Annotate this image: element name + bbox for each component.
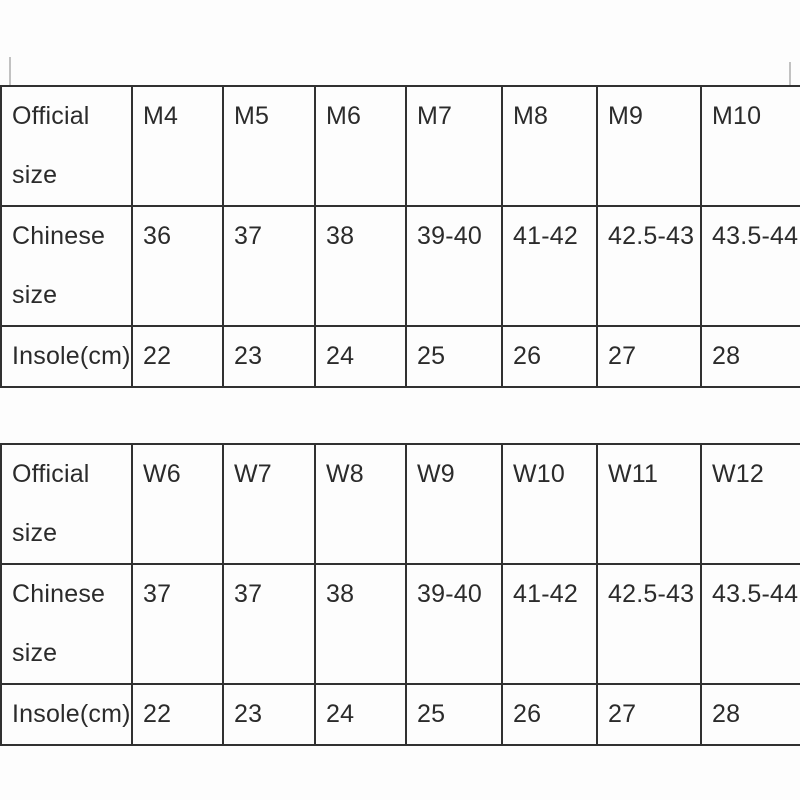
- insole-cell: 25: [405, 683, 503, 746]
- mens-insole-row: Insole(cm) 22 23 24 25 26 27 28: [0, 325, 800, 388]
- official-size-cell: W11: [596, 443, 702, 565]
- official-size-cell: M10: [700, 85, 800, 207]
- official-size-cell: W9: [405, 443, 503, 565]
- mens-chinese-size-row: Chinese size 36 37 38 39-40 41-42 42.5-4…: [0, 205, 800, 327]
- row-label-official-size: Official size: [0, 443, 133, 565]
- crop-artifact-tick-left: [9, 57, 11, 86]
- row-label-insole: Insole(cm): [0, 325, 133, 388]
- row-label-line: size: [12, 639, 58, 667]
- row-label-line: Official: [12, 102, 90, 130]
- chinese-size-cell: 38: [314, 563, 407, 685]
- official-size-cell: W7: [222, 443, 316, 565]
- official-size-cell: M5: [222, 85, 316, 207]
- official-size-cell: M9: [596, 85, 702, 207]
- womens-size-table: Official size W6 W7 W8 W9 W10 W11 W12 Ch…: [0, 443, 800, 746]
- official-size-cell: M8: [501, 85, 598, 207]
- chinese-size-cell: 42.5-43: [596, 205, 702, 327]
- insole-cell: 27: [596, 325, 702, 388]
- insole-cell: 23: [222, 683, 316, 746]
- insole-cell: 28: [700, 325, 800, 388]
- official-size-cell: M4: [131, 85, 224, 207]
- official-size-cell: M6: [314, 85, 407, 207]
- row-label-line: size: [12, 519, 58, 547]
- chinese-size-cell: 39-40: [405, 563, 503, 685]
- insole-cell: 24: [314, 325, 407, 388]
- insole-cell: 27: [596, 683, 702, 746]
- insole-cell: 24: [314, 683, 407, 746]
- chinese-size-cell: 37: [222, 563, 316, 685]
- row-label-line: Chinese: [12, 222, 106, 250]
- official-size-cell: W10: [501, 443, 598, 565]
- official-size-cell: W8: [314, 443, 407, 565]
- row-label-insole: Insole(cm): [0, 683, 133, 746]
- official-size-cell: M7: [405, 85, 503, 207]
- crop-artifact-tick-right: [789, 62, 791, 86]
- chinese-size-cell: 37: [131, 563, 224, 685]
- mens-official-size-row: Official size M4 M5 M6 M7 M8 M9 M10: [0, 85, 800, 207]
- insole-cell: 22: [131, 683, 224, 746]
- insole-cell: 26: [501, 325, 598, 388]
- chinese-size-cell: 43.5-44: [700, 205, 800, 327]
- row-label-line: Official: [12, 460, 90, 488]
- chinese-size-cell: 42.5-43: [596, 563, 702, 685]
- womens-official-size-row: Official size W6 W7 W8 W9 W10 W11 W12: [0, 443, 800, 565]
- row-label-line: Chinese: [12, 580, 106, 608]
- row-label-line: size: [12, 281, 58, 309]
- official-size-cell: W6: [131, 443, 224, 565]
- chinese-size-cell: 39-40: [405, 205, 503, 327]
- chinese-size-cell: 43.5-44: [700, 563, 800, 685]
- womens-chinese-size-row: Chinese size 37 37 38 39-40 41-42 42.5-4…: [0, 563, 800, 685]
- official-size-cell: W12: [700, 443, 800, 565]
- insole-cell: 25: [405, 325, 503, 388]
- insole-cell: 28: [700, 683, 800, 746]
- womens-insole-row: Insole(cm) 22 23 24 25 26 27 28: [0, 683, 800, 746]
- chinese-size-cell: 38: [314, 205, 407, 327]
- insole-cell: 23: [222, 325, 316, 388]
- chinese-size-cell: 36: [131, 205, 224, 327]
- chinese-size-cell: 37: [222, 205, 316, 327]
- row-label-chinese-size: Chinese size: [0, 205, 133, 327]
- insole-cell: 26: [501, 683, 598, 746]
- chinese-size-cell: 41-42: [501, 205, 598, 327]
- row-label-official-size: Official size: [0, 85, 133, 207]
- row-label-line: size: [12, 161, 58, 189]
- row-label-chinese-size: Chinese size: [0, 563, 133, 685]
- insole-cell: 22: [131, 325, 224, 388]
- chinese-size-cell: 41-42: [501, 563, 598, 685]
- mens-size-table: Official size M4 M5 M6 M7 M8 M9 M10 Chin…: [0, 85, 800, 388]
